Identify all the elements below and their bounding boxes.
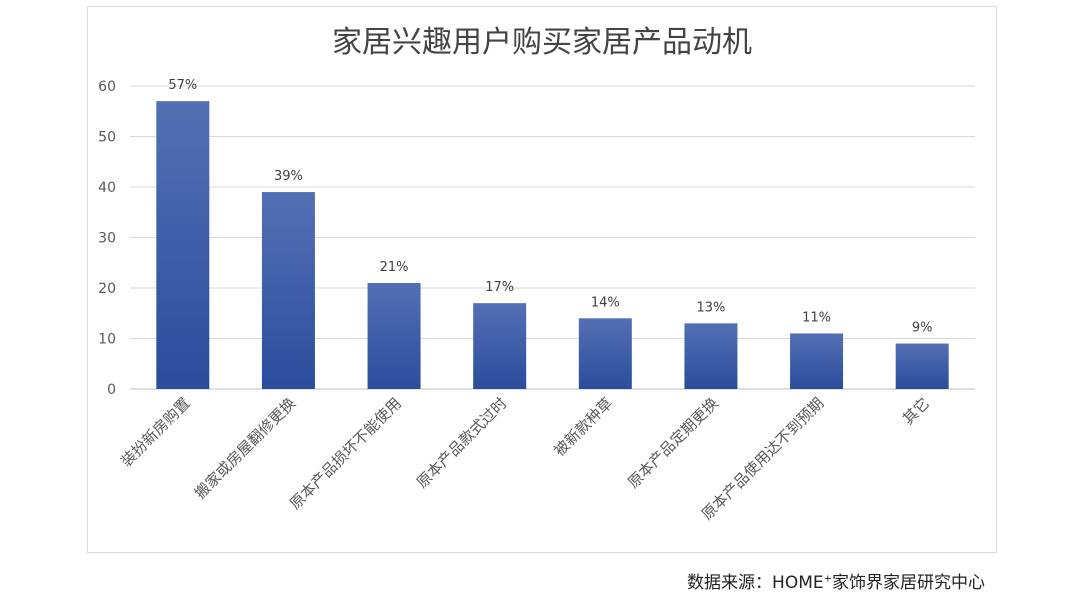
x-tick-label: 搬家或房屋翻修更换 (191, 394, 299, 502)
source-sup: + (823, 573, 832, 585)
chart-frame (87, 6, 997, 553)
y-tick-label: 20 (98, 281, 116, 297)
x-tick-label: 被新款种草 (550, 394, 616, 460)
x-tick-label: 其它 (899, 394, 933, 428)
bar (684, 323, 738, 389)
bar (156, 101, 210, 390)
data-label: 17% (485, 280, 514, 295)
y-tick-label: 50 (98, 130, 116, 146)
data-label: 9% (912, 321, 933, 336)
data-label: 39% (274, 169, 303, 184)
source-prefix: 数据来源：HOME (687, 573, 824, 593)
data-label: 57% (168, 78, 197, 93)
x-tick-label: 装扮新房购置 (117, 394, 193, 470)
bar (790, 333, 844, 389)
bar (367, 282, 421, 389)
data-label: 11% (802, 310, 831, 325)
data-label: 21% (380, 260, 409, 275)
bar (578, 318, 632, 389)
data-label: 14% (591, 295, 620, 310)
bar (473, 303, 527, 389)
x-tick-label: 原本产品款式过时 (413, 394, 511, 492)
y-tick-label: 40 (98, 180, 116, 196)
y-tick-label: 60 (98, 79, 116, 95)
source-suffix: 家饰界家居研究中心 (832, 573, 985, 593)
x-tick-label: 原本产品定期更换 (624, 394, 722, 492)
y-tick-label: 10 (98, 332, 116, 348)
y-tick-label: 0 (107, 382, 116, 398)
data-source-note: 数据来源：HOME+家饰界家居研究中心 (687, 568, 985, 593)
x-tick-label: 原本产品使用达不到预期 (698, 394, 827, 523)
bar (895, 343, 949, 389)
chart-title: 家居兴趣用户购买家居产品动机 (332, 25, 752, 60)
x-tick-label: 原本产品损坏不能使用 (286, 394, 405, 513)
y-tick-label: 30 (98, 231, 116, 247)
data-label: 13% (696, 300, 725, 315)
bar (261, 192, 315, 389)
